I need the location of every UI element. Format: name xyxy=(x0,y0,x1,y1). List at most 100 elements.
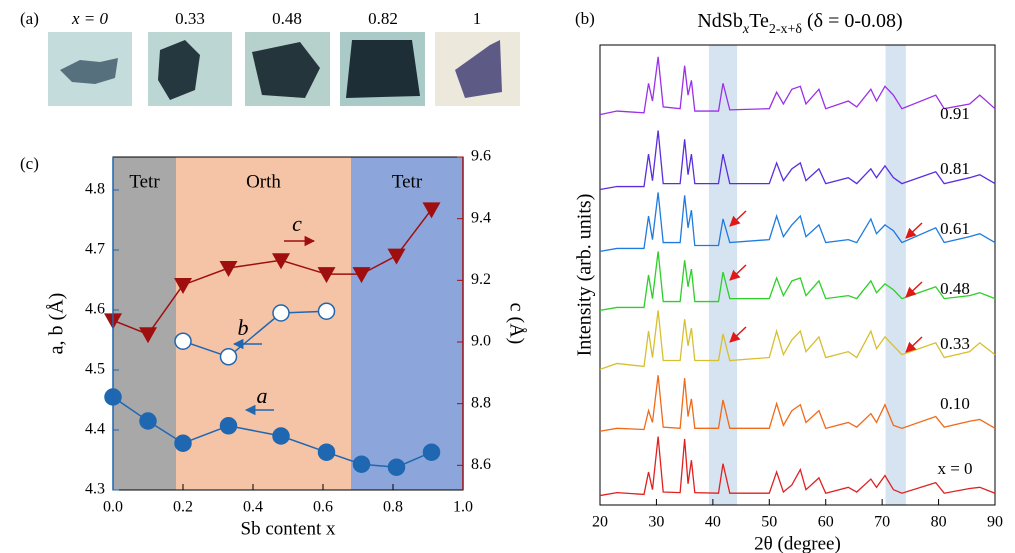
marker xyxy=(272,253,290,270)
series-line xyxy=(599,436,996,497)
x-tick-label: 1.0 xyxy=(453,499,473,516)
y-tick-label: 4.6 xyxy=(85,301,105,318)
crystal xyxy=(252,42,320,98)
title-sub: 2-x+δ xyxy=(769,22,803,37)
marker xyxy=(272,304,290,322)
marker xyxy=(352,267,371,284)
y-tick-label: 4.7 xyxy=(85,241,105,258)
crystal xyxy=(60,58,118,84)
chart-title: NdSbxTe2-x+δ (δ = 0-0.08) xyxy=(697,10,902,37)
highlight-span xyxy=(885,45,906,505)
series-line xyxy=(599,310,996,370)
y-tick-label: 9.6 xyxy=(471,148,491,165)
x-tick-label: 30 xyxy=(648,514,664,531)
y-tick-label: 4.8 xyxy=(85,181,105,198)
marker xyxy=(317,443,336,461)
y-tick-label: 4.4 xyxy=(85,421,105,438)
y-tick-label: 4.3 xyxy=(85,481,105,498)
series-label: 0.33 xyxy=(940,334,970,353)
x-tick-label: 80 xyxy=(931,514,947,531)
plots: 0.91 0.81 0.61 0.48 0.33 0.10 x = 0 20 30 40 50 60 7… xyxy=(46,44,1003,553)
marker xyxy=(219,261,238,277)
marker xyxy=(139,327,157,344)
marker xyxy=(174,332,192,350)
series-line xyxy=(182,310,327,358)
panel-label: (c) xyxy=(20,154,39,173)
marker xyxy=(387,458,406,476)
marker xyxy=(219,348,238,366)
panel-label: (b) xyxy=(575,9,595,28)
title-part: Te xyxy=(749,10,769,32)
photo-panel: (a) x = 0 0.33 0.48 0.82 1 xyxy=(20,9,520,106)
x-tick-label: 70 xyxy=(874,514,890,531)
series-annotation: c xyxy=(292,211,302,236)
title-part: NdSb xyxy=(697,10,743,32)
region-label: Tetr xyxy=(392,171,423,192)
arrow xyxy=(905,222,923,239)
marker xyxy=(387,248,406,265)
y-tick-label: 9.4 xyxy=(471,209,491,226)
series-label: x = 0 xyxy=(937,459,972,478)
photo-caption: 0.33 xyxy=(175,9,205,28)
series-annotation: b xyxy=(238,315,249,340)
y-tick-label: 8.6 xyxy=(471,456,491,473)
y-axis-label: a, b (Å) xyxy=(46,293,68,355)
overlays xyxy=(232,210,923,416)
crystal xyxy=(158,40,200,100)
y-tick-label: 4.5 xyxy=(85,361,105,378)
photo-caption: 0.48 xyxy=(272,9,302,28)
series-line xyxy=(599,130,996,191)
arrow xyxy=(905,336,923,353)
x-tick-label: 0.2 xyxy=(173,499,193,516)
x-tick-label: 0.4 xyxy=(243,499,263,516)
series-label: 0.91 xyxy=(940,104,970,123)
marker xyxy=(139,412,157,430)
x-tick-label: 90 xyxy=(987,514,1003,531)
series-line xyxy=(599,375,996,432)
series-line xyxy=(599,251,996,312)
marker xyxy=(317,302,336,320)
marker xyxy=(272,427,290,445)
marker xyxy=(317,267,336,284)
series-label: 0.81 xyxy=(940,159,970,178)
region xyxy=(176,157,351,490)
x-tick-label: 40 xyxy=(705,514,721,531)
y-axis-label: Intensity (arb. units) xyxy=(574,194,596,357)
y-tick-label: 9.2 xyxy=(471,271,491,288)
x-axis-label: 2θ (degree) xyxy=(754,533,841,553)
marker xyxy=(422,202,441,219)
y2-axis-label: c (Å) xyxy=(505,303,527,345)
region-label: Orth xyxy=(246,171,281,192)
series-label: 0.48 xyxy=(940,279,970,298)
series-line xyxy=(599,56,996,116)
series-label: 0.10 xyxy=(940,394,970,413)
arrow xyxy=(729,326,747,343)
x-tick-label: 20 xyxy=(592,514,608,531)
series-annotation: a xyxy=(257,383,268,408)
x-tick-label: 60 xyxy=(818,514,834,531)
y-tick-label: 8.8 xyxy=(471,394,491,411)
series-line xyxy=(599,192,996,253)
y-tick-label: 9.0 xyxy=(471,333,491,350)
photo-caption: 0.82 xyxy=(368,9,398,28)
x-tick-label: 0.8 xyxy=(383,499,403,516)
marker xyxy=(174,277,192,294)
photo-caption: 1 xyxy=(473,9,482,28)
arrow xyxy=(905,281,923,298)
arrow xyxy=(729,264,747,281)
crystal xyxy=(455,40,502,98)
x-axis-label: Sb content x xyxy=(241,518,336,539)
region xyxy=(113,157,176,490)
plot-frame xyxy=(599,44,996,506)
panel-label: (a) xyxy=(20,9,39,28)
marker xyxy=(174,434,192,452)
marker xyxy=(422,443,441,461)
marker xyxy=(352,455,371,473)
x-tick-label: 0.6 xyxy=(313,499,333,516)
crystal xyxy=(346,40,420,98)
x-tick-label: 0.0 xyxy=(103,499,123,516)
region xyxy=(351,157,463,490)
x-tick-label: 50 xyxy=(761,514,777,531)
series-label: 0.61 xyxy=(940,219,970,238)
